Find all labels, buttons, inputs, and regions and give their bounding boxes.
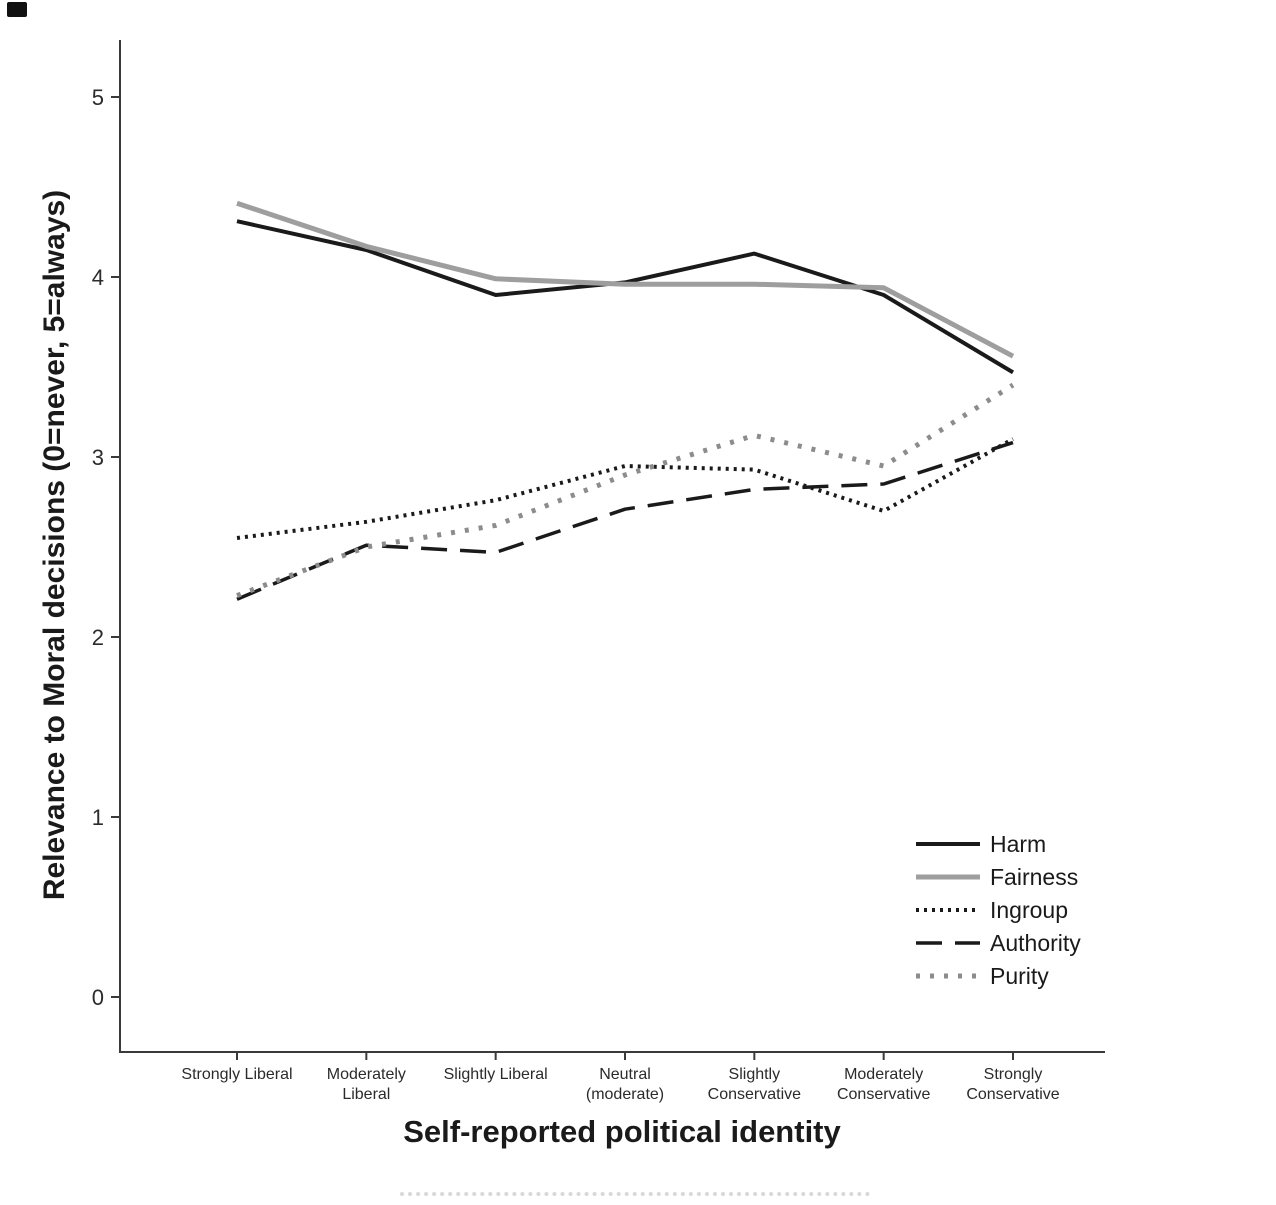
y-tick-label: 1 xyxy=(92,805,104,830)
series-line-purity xyxy=(236,382,1015,598)
x-tick-label: Conservative xyxy=(708,1086,801,1103)
y-tick-label: 2 xyxy=(92,625,104,650)
x-tick-label: Neutral xyxy=(599,1066,651,1083)
axes: 0 1 2 3 4 5 Strongly Liberal Moderately Liberal S… xyxy=(92,40,1105,1103)
y-tick-label: 4 xyxy=(92,265,104,290)
series-line-authority xyxy=(236,440,1014,601)
legend-label-ingroup: Ingroup xyxy=(990,897,1068,923)
legend-label-harm: Harm xyxy=(990,831,1046,857)
legend-label-purity: Purity xyxy=(990,963,1049,989)
legend-label-fairness: Fairness xyxy=(990,864,1078,890)
x-tick-label: Conservative xyxy=(837,1086,930,1103)
x-tick-label: Slightly Liberal xyxy=(444,1066,548,1083)
y-tick-label: 0 xyxy=(92,985,104,1010)
x-tick-label: (moderate) xyxy=(586,1086,664,1103)
x-tick-label: Strongly Liberal xyxy=(181,1066,292,1083)
cropped-caption-artifact xyxy=(400,1192,870,1203)
x-tick-label: Slightly xyxy=(729,1066,781,1083)
series-line-fairness xyxy=(236,200,1015,359)
legend-label-authority: Authority xyxy=(990,930,1081,956)
x-tick-label: Conservative xyxy=(966,1086,1059,1103)
legend: Harm Fairness Ingroup Authority Purity xyxy=(916,831,1081,989)
x-tick-label: Moderately xyxy=(844,1066,923,1083)
x-tick-label: Moderately xyxy=(327,1066,406,1083)
x-tick-label: Liberal xyxy=(342,1086,390,1103)
series-line-ingroup xyxy=(236,437,1014,540)
cropped-artifact-top-left xyxy=(7,2,27,17)
y-tick-label: 5 xyxy=(92,85,104,110)
y-tick-label: 3 xyxy=(92,445,104,470)
y-axis-title: Relevance to Moral decisions (0=never, 5… xyxy=(38,190,71,900)
x-tick-label: Strongly xyxy=(984,1066,1043,1083)
x-axis-title: Self-reported political identity xyxy=(403,1114,841,1149)
